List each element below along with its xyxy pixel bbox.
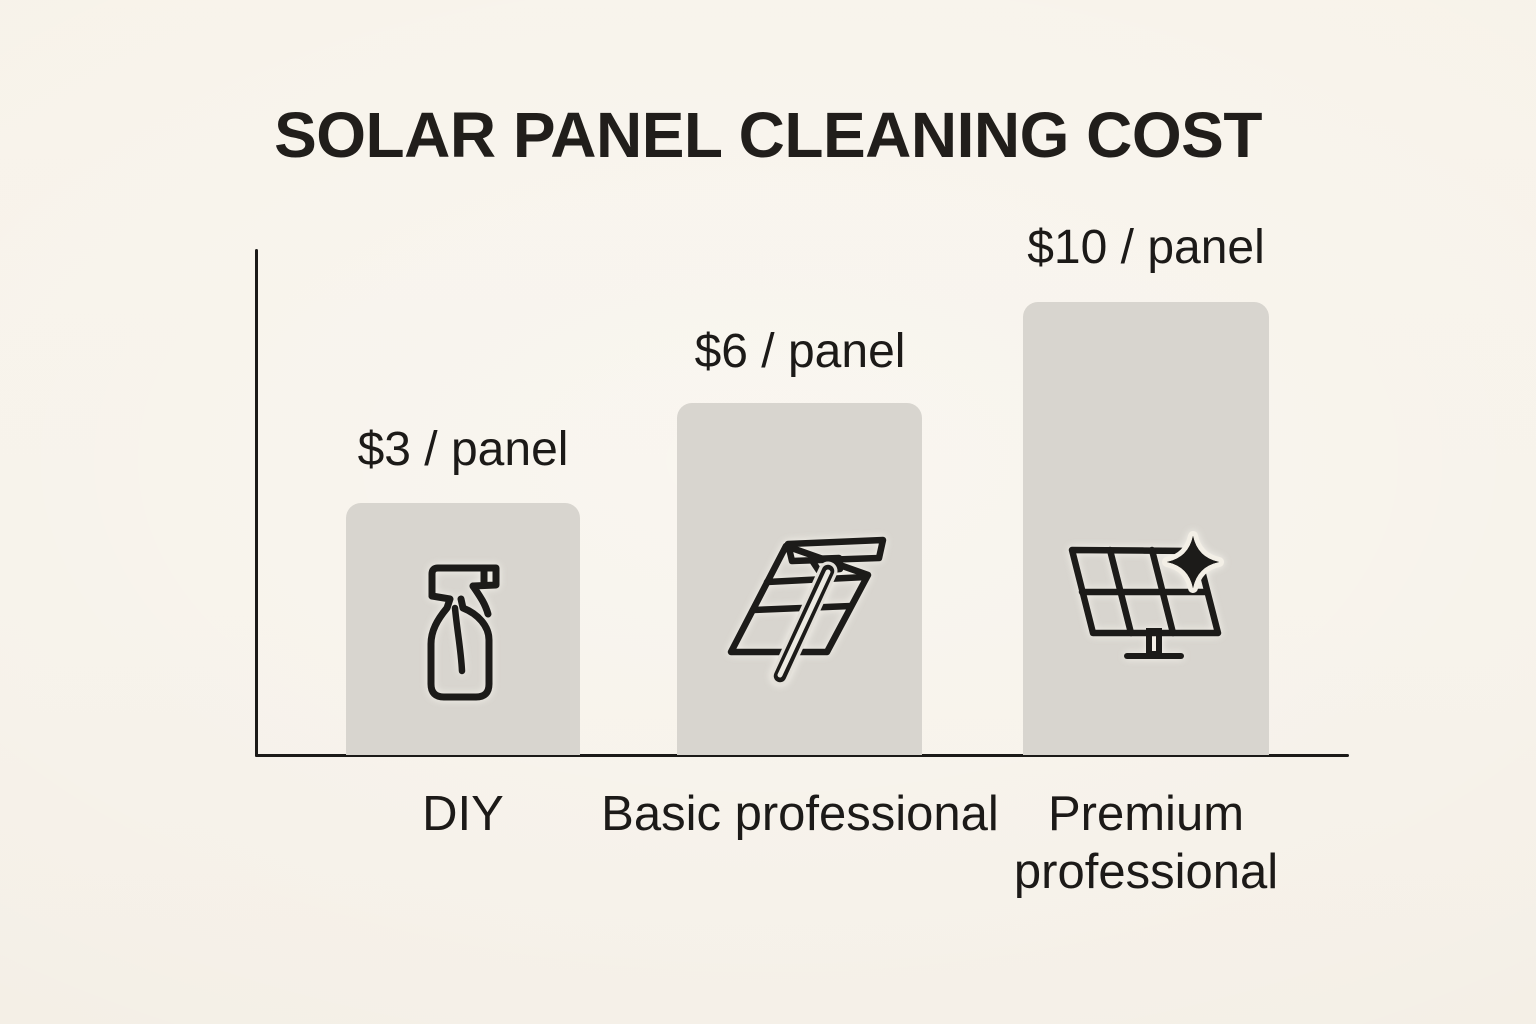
value-label-basic-professional: $6 / panel: [694, 325, 906, 378]
spray-bottle-icon: [427, 564, 500, 701]
category-label-basic-professional: Basic professional: [601, 787, 999, 841]
bar-diy: [346, 503, 580, 755]
squeegee-solar-panel-icon: [727, 536, 887, 686]
x-axis-line: [255, 754, 1349, 757]
value-label-premium-professional: $10 / panel: [1027, 221, 1265, 274]
category-label-diy: DIY: [422, 787, 504, 841]
chart-title: SOLAR PANEL CLEANING COST: [274, 99, 1262, 171]
bar-premium-professional: [1023, 302, 1269, 755]
sparkling-solar-panel-icon: [1068, 531, 1224, 659]
category-label-premium-professional: Premium professional: [1013, 787, 1279, 899]
y-axis-line: [255, 249, 258, 757]
value-label-diy: $3 / panel: [357, 423, 569, 476]
